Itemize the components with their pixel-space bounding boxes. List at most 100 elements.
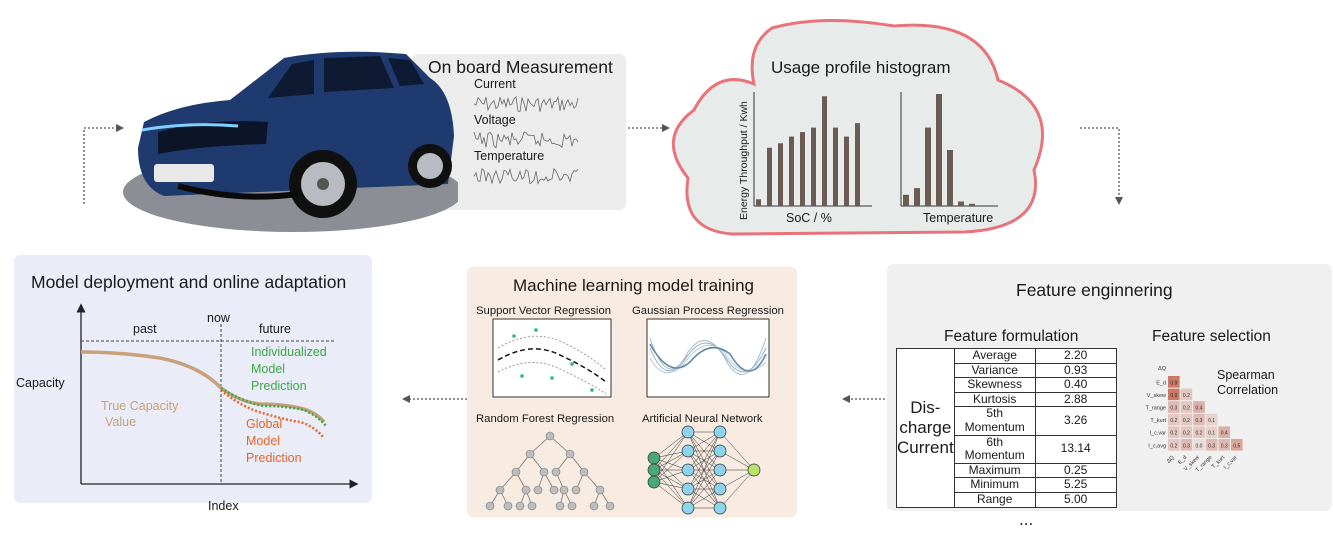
heatmap-cell (1193, 401, 1205, 413)
heatmap-cell-value: 0.9 (1170, 380, 1177, 386)
feature-name: Kurtosis (953, 391, 1036, 408)
deployment-panel (14, 255, 372, 503)
feature-row: Range 5.00 (897, 491, 1117, 508)
ann-connection (653, 431, 689, 483)
ann-node (647, 451, 661, 465)
ann-connection (687, 450, 721, 509)
ann-node (713, 425, 727, 439)
heatmap-cell-value: 0.3 (1196, 418, 1203, 424)
gpr-label: Gaussian Process Regression (632, 305, 784, 317)
feature-category: Dis-charge Current (896, 348, 955, 508)
feature-row: 5th Momentum 3.26 (897, 406, 1117, 436)
heatmap-cell-value: 0.3 (1170, 406, 1177, 412)
temp-hist-bar (936, 94, 942, 206)
future-label: future (259, 322, 291, 336)
svr-plot (492, 318, 612, 398)
heatmap-cell-value: 0.2 (1170, 443, 1177, 449)
temperature-axis-label: Temperature (923, 211, 994, 225)
heatmap-cell-value: 0.3 (1183, 443, 1190, 449)
feature-value: 3.26 (1034, 406, 1117, 436)
heatmap-row-label: I_c,var (1149, 431, 1166, 437)
heatmap-cell (1180, 439, 1193, 451)
heatmap-cell (1231, 439, 1243, 451)
feature-row: Minimum 5.25 (897, 477, 1117, 493)
soc-axis-label: SoC / % (786, 211, 832, 225)
ann-node (681, 444, 695, 458)
true-capacity-label-2: Value (105, 415, 137, 429)
ann-connection (653, 457, 689, 490)
heatmap-cell (1205, 413, 1218, 426)
more-features-ellipsis: ... (1019, 510, 1034, 529)
feature-name: 6th Momentum (953, 434, 1036, 464)
feature-name: Range (953, 491, 1036, 508)
heatmap-cell (1168, 401, 1180, 413)
ann-connection (687, 431, 721, 490)
measurement-signal-traces (473, 95, 579, 185)
feature-category-line: charge (899, 417, 952, 437)
soc-hist-bar (756, 199, 761, 206)
heatmap-cell-value: 0.2 (1196, 431, 1203, 437)
heatmap-cell-value: 0.4 (1196, 406, 1203, 412)
temp-hist-bar (903, 194, 909, 206)
heatmap-cell (1218, 426, 1230, 438)
ann-connection (719, 450, 755, 471)
feature-value: 5.25 (1034, 477, 1117, 493)
rf-label: Random Forest Regression (476, 413, 615, 425)
usage-histograms (753, 92, 998, 207)
feature-name: Skewness (953, 377, 1036, 393)
capacity-axis-label: Capacity (16, 376, 65, 390)
true-capacity-label-1: True Capacity (101, 399, 179, 413)
feature-value: 2.20 (1034, 348, 1117, 364)
temp-hist-bar (947, 150, 953, 206)
feature-value: 0.40 (1034, 377, 1117, 393)
feature-row: 6th Momentum 13.14 (897, 434, 1117, 464)
gpr-plot (646, 318, 770, 398)
feature-formulation-title: Feature formulation (944, 328, 1079, 345)
signal-label-temperature: Temperature (474, 149, 545, 163)
temp-hist-bar (969, 203, 975, 206)
ml-training-title: Machine learning model training (513, 276, 754, 295)
heatmap-cell-value: 0.2 (1170, 431, 1177, 437)
usage-title: Usage profile histogram (771, 58, 951, 77)
heatmap-cell (1168, 388, 1180, 401)
index-axis-label: Index (208, 499, 239, 513)
ann-node (713, 463, 727, 477)
measurement-title: On board Measurement (428, 57, 613, 77)
heatmap-cell (1180, 401, 1193, 413)
heatmap-cell-value: 0.2 (1183, 406, 1190, 412)
ann-connection (653, 431, 689, 459)
feature-table: Dis-charge Current Average 2.20 Variance 0.93… (896, 348, 1117, 508)
heatmap-cell-value: 0.0 (1196, 443, 1203, 449)
heatmap-cell (1193, 426, 1205, 438)
feature-name: Average (953, 348, 1036, 364)
car-illustration (123, 51, 458, 232)
spearman-label-2: Correlation (1217, 383, 1279, 397)
ann-connection (687, 431, 721, 471)
heatmap-col-label: E_d (1177, 455, 1188, 466)
ann-connection (653, 457, 689, 509)
feature-value: 0.25 (1034, 462, 1117, 479)
heatmap-cell-value: 0.4 (1221, 431, 1228, 437)
heatmap-row-label: ΔQ (1158, 366, 1167, 372)
signal-trace (473, 131, 579, 149)
heatmap-cell-value: 0.9 (1170, 393, 1177, 399)
ann-connection (653, 469, 689, 490)
heatmap-cell (1180, 413, 1193, 426)
past-label: past (133, 322, 157, 336)
feature-category-line: Dis- (910, 397, 941, 417)
ann-node (713, 444, 727, 458)
ann-node (681, 425, 695, 439)
heatmap-cell-value: 0.5 (1233, 443, 1240, 449)
ann-node (713, 482, 727, 496)
ann-connection (687, 431, 721, 509)
heatmap-row-label: V_skew (1147, 393, 1166, 399)
feature-row: Maximum 0.25 (897, 462, 1117, 479)
heatmap-cell-value: 0.2 (1183, 393, 1190, 399)
heatmap-cell (1168, 426, 1180, 438)
heatmap-row-label: E_d (1156, 380, 1166, 386)
feature-row: Variance 0.93 (897, 362, 1117, 379)
temp-hist-bar (925, 127, 931, 206)
ann-node (647, 463, 661, 477)
heatmap-cell (1205, 426, 1218, 438)
ann-connection (653, 481, 689, 509)
